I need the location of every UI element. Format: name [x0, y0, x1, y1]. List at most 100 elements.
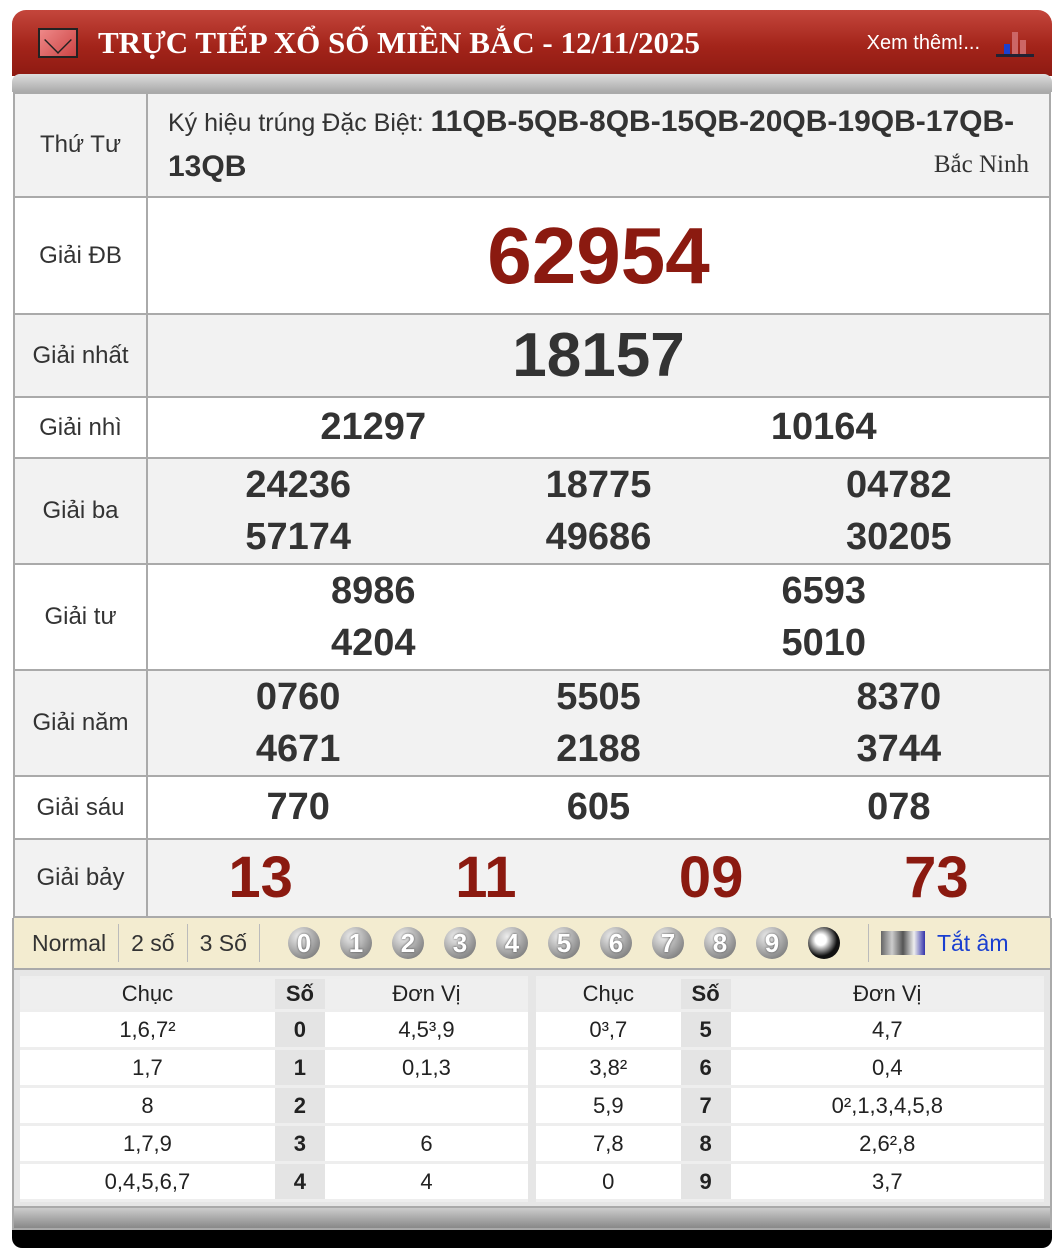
loto-row: 0,4,5,6,7 4 4 [20, 1164, 528, 1199]
special-codes: 11QB-5QB-8QB-15QB-20QB-19QB-17QB-13QB [168, 105, 1015, 183]
prize-number: 04782 [845, 464, 952, 506]
loto-row: 3,8² 6 0,4 [536, 1050, 1044, 1085]
mode-3-so[interactable]: 3 Số [199, 929, 247, 956]
prize-number: 4671 [255, 728, 341, 770]
loto-chuc: 8 [20, 1088, 275, 1123]
see-more-link[interactable]: Xem thêm!... [866, 31, 980, 54]
loto-so: 0 [274, 1012, 325, 1047]
loto-row: 7,8 8 2,6²,8 [536, 1126, 1044, 1161]
digit-ball-8[interactable]: 8 [703, 927, 736, 959]
prize-label: Giải nhất [13, 313, 148, 398]
day-label: Thứ Tư [13, 92, 148, 198]
header-band [12, 74, 1052, 92]
prize-label: Giải sáu [13, 775, 148, 840]
prize-number: 5010 [781, 622, 867, 664]
loto-so: 6 [680, 1050, 731, 1085]
loto-chuc: 1,7 [20, 1050, 275, 1085]
loto-dv [324, 1088, 528, 1123]
loto-tables: Chục Số Đơn Vị 1,6,7² 0 4,5³,9 1,7 1 0,1,3 8 2 1,7,… [12, 970, 1052, 1208]
loto-row: 0³,7 5 4,7 [536, 1012, 1044, 1047]
prize-number: 5505 [556, 676, 641, 718]
digit-ball-9[interactable]: 9 [755, 927, 788, 959]
loto-dv: 6 [324, 1126, 528, 1161]
loto-so: 5 [680, 1012, 731, 1047]
prize-label: Giải ĐB [13, 196, 148, 315]
loto-chuc: 5,9 [536, 1088, 681, 1123]
prize-number: 10164 [770, 406, 877, 448]
prize-number: 11 [455, 845, 517, 910]
loto-row: 5,9 7 0²,1,3,4,5,8 [536, 1088, 1044, 1123]
footer-band [12, 1208, 1052, 1230]
prize-label: Giải bảy [13, 838, 148, 918]
loto-dv: 0,4 [730, 1050, 1044, 1085]
prize-row: Giải nhất 18157 [13, 313, 1051, 398]
code-label: Ký hiệu trúng Đặc Biệt: [168, 109, 431, 137]
prize-number: 13 [228, 845, 293, 910]
mute-link[interactable]: Tắt âm [936, 929, 1009, 956]
loto-dv: 3,7 [730, 1164, 1044, 1199]
results-table: Thứ Tư Ký hiệu trúng Đặc Biệt: 11QB-5QB-… [13, 92, 1051, 918]
prize-number: 21297 [320, 406, 427, 448]
prize-row: Giải ba 24236 18775 04782 57174 49686 30205 [13, 457, 1051, 565]
mode-2-so[interactable]: 2 số [131, 929, 175, 956]
prize-number: 62954 [487, 211, 710, 300]
prize-number: 18775 [545, 464, 652, 506]
digit-ball-4[interactable]: 4 [495, 927, 528, 959]
loto-chuc: 3,8² [536, 1050, 681, 1085]
prize-number: 09 [678, 845, 744, 910]
loto-so: 2 [274, 1088, 325, 1123]
mode-normal[interactable]: Normal [32, 929, 107, 956]
prize-number: 0760 [255, 676, 341, 718]
loto-dv: 0,1,3 [324, 1050, 528, 1085]
header: TRỰC TIẾP XỔ SỐ MIỀN BẮC - 12/11/2025 Xe… [12, 10, 1052, 76]
province: Bắc Ninh [933, 151, 1029, 178]
prize-row: Giải sáu 770 605 078 [13, 775, 1051, 840]
loto-dv: 4,5³,9 [324, 1012, 528, 1047]
prize-number: 8986 [330, 570, 416, 612]
loto-row: 1,6,7² 0 4,5³,9 [20, 1012, 528, 1047]
info-row: Thứ Tư Ký hiệu trúng Đặc Biệt: 11QB-5QB-… [13, 92, 1051, 198]
prize-row: Giải ĐB 62954 [13, 196, 1051, 315]
digit-ball-7[interactable]: 7 [651, 927, 684, 959]
prize-row: Giải nhì 21297 10164 [13, 396, 1051, 459]
digit-ball-3[interactable]: 3 [443, 927, 476, 959]
prize-number: 49686 [545, 516, 652, 558]
page-title: TRỰC TIẾP XỔ SỐ MIỀN BẮC - 12/11/2025 [98, 25, 700, 60]
prize-number: 24236 [245, 464, 351, 506]
yin-yang-icon[interactable] [807, 927, 840, 959]
chart-icon[interactable] [996, 29, 1034, 57]
loto-row: 1,7,9 3 6 [20, 1126, 528, 1161]
prize-number: 2188 [556, 728, 641, 770]
prize-label: Giải năm [13, 669, 148, 777]
loto-row: 1,7 1 0,1,3 [20, 1050, 528, 1085]
loto-chuc: 0,4,5,6,7 [20, 1164, 275, 1199]
prize-number: 18157 [512, 321, 685, 390]
digit-ball-2[interactable]: 2 [391, 927, 424, 959]
prize-number: 078 [867, 786, 931, 828]
footer-shadow [12, 1230, 1052, 1248]
speaker-icon[interactable] [880, 931, 925, 955]
loto-dv: 2,6²,8 [730, 1126, 1044, 1161]
prize-number: 57174 [245, 516, 351, 558]
digit-ball-1[interactable]: 1 [339, 927, 372, 959]
digit-ball-6[interactable]: 6 [599, 927, 632, 959]
loto-chuc: 0³,7 [536, 1012, 681, 1047]
prize-number: 6593 [781, 570, 867, 612]
prize-number: 73 [904, 845, 969, 910]
prize-number: 30205 [845, 516, 952, 558]
digit-ball-5[interactable]: 5 [547, 927, 580, 959]
loto-so: 4 [274, 1164, 325, 1199]
loto-table-right: Chục Số Đơn Vị 0³,7 5 4,7 3,8² 6 0,4 5,9 7 0²,1,3,4… [536, 976, 1044, 1202]
digit-ball-0[interactable]: 0 [287, 927, 320, 959]
loto-chuc: 7,8 [536, 1126, 681, 1161]
loto-row: 0 9 3,7 [536, 1164, 1044, 1199]
loto-chuc: 0 [536, 1164, 681, 1199]
mail-icon [38, 28, 78, 58]
prize-number: 4204 [330, 622, 416, 664]
prize-number: 605 [566, 786, 631, 828]
prize-row: Giải bảy 13 11 09 73 [13, 838, 1051, 918]
loto-so: 7 [680, 1088, 731, 1123]
loto-table-left: Chục Số Đơn Vị 1,6,7² 0 4,5³,9 1,7 1 0,1,3 8 2 1,7,… [20, 976, 528, 1202]
